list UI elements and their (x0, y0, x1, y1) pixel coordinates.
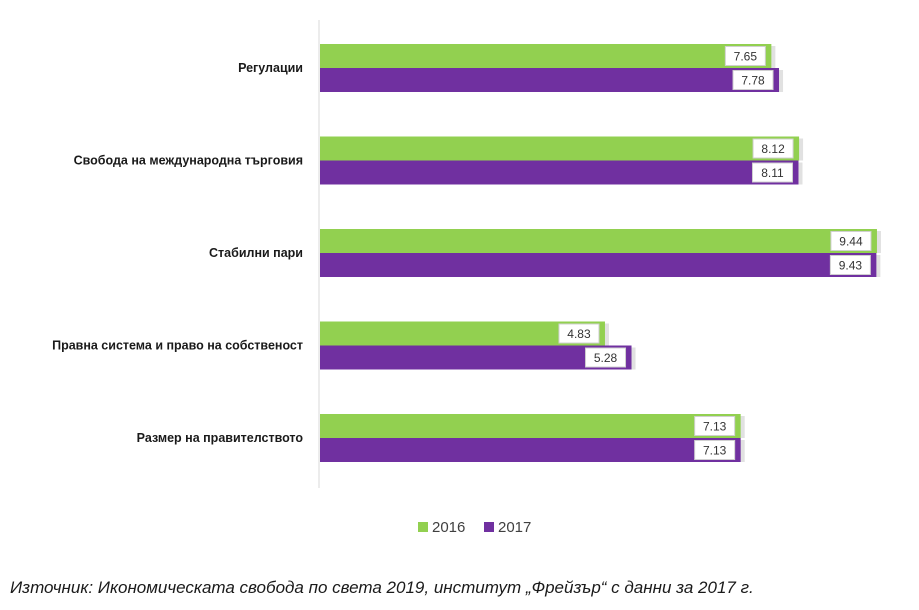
bar-2016 (320, 44, 772, 68)
data-label: 8.11 (761, 166, 784, 180)
category-label: Правна система и право на собственост (52, 339, 303, 353)
category-label: Регулации (238, 61, 303, 75)
legend-label-2016: 2016 (432, 519, 465, 536)
bar-2017 (320, 253, 877, 277)
bar-2017 (320, 438, 741, 462)
bar-2016 (320, 229, 877, 253)
data-label: 8.12 (761, 142, 785, 156)
bar-2016 (320, 136, 800, 161)
data-label: 7.65 (734, 50, 758, 64)
data-label-box (724, 46, 766, 66)
data-label: 9.44 (839, 235, 863, 249)
legend: 2016 2017 (418, 519, 531, 536)
legend-swatch-2017 (484, 522, 494, 532)
data-label-box (752, 138, 794, 159)
data-label-box (732, 70, 774, 90)
data-label-box (694, 416, 736, 436)
labels-layer: Регулации 7.65 7.78 Свобода на международна… (52, 46, 872, 460)
data-label: 9.43 (839, 259, 863, 273)
legend-swatch-2016 (418, 522, 428, 532)
bar-2016 (320, 414, 741, 438)
data-label: 5.28 (594, 351, 618, 365)
bar-2017 (320, 68, 780, 92)
data-label: 7.78 (741, 74, 765, 88)
source-caption: Източник: Икономическата свобода по свет… (10, 578, 754, 597)
data-label-box (751, 162, 793, 183)
data-label: 7.13 (703, 420, 727, 434)
data-label-box (558, 323, 600, 344)
bar-2017 (320, 345, 632, 370)
category-label: Размер на правителството (137, 431, 304, 445)
data-label-box (830, 231, 872, 251)
data-label-box (585, 347, 627, 368)
category-label: Стабилни пари (209, 246, 303, 260)
legend-label-2017: 2017 (498, 519, 531, 536)
bar-2016 (320, 321, 605, 346)
data-label: 4.83 (567, 327, 591, 341)
category-label: Свобода на международна търговия (74, 154, 303, 168)
bar-2017 (320, 160, 799, 185)
bars-layer (320, 44, 881, 462)
data-label-box (829, 255, 871, 275)
data-label-box (694, 440, 736, 460)
data-label: 7.13 (703, 444, 727, 458)
